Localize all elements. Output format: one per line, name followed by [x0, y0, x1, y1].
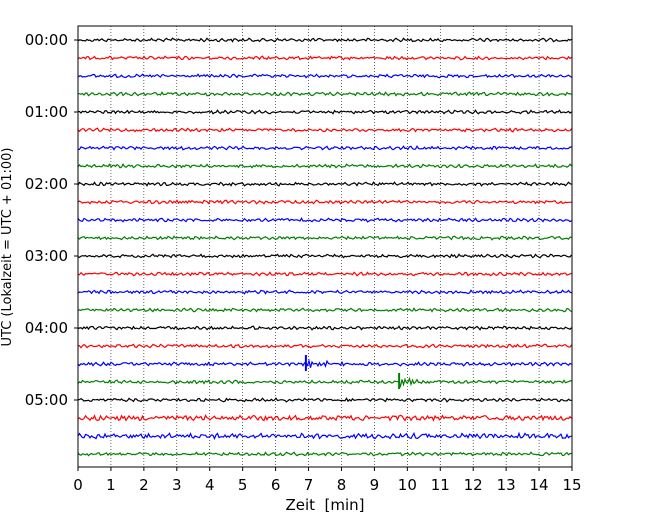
trace-0445: [77, 376, 572, 389]
trace-0045: [78, 91, 572, 97]
plot-frame: [77, 25, 573, 468]
trace-0100: [77, 109, 572, 115]
y-axis-ticks: 00:00 01:00 02:00 03:00 04:00 05:00: [25, 31, 78, 409]
trace-0430: [77, 358, 572, 368]
y-tick-label: 05:00: [25, 391, 68, 409]
x-tick-label: 15: [562, 476, 581, 494]
trace-0230: [77, 217, 572, 223]
trace-0330: [77, 289, 572, 295]
x-tick-label: 9: [370, 476, 380, 494]
y-tick-label: 04:00: [25, 319, 68, 337]
trace-0415: [77, 343, 572, 349]
grid-lines: [110, 26, 540, 467]
trace-0130: [77, 145, 572, 151]
trace-0400: [77, 325, 572, 331]
x-axis-label: Zeit [min]: [285, 496, 364, 514]
trace-0345: [77, 307, 572, 313]
x-tick-label: 14: [530, 476, 549, 494]
trace-0245: [77, 235, 572, 241]
trace-0030: [77, 73, 572, 79]
trace-0500: [77, 397, 572, 403]
trace-0000: [77, 37, 572, 43]
x-tick-label: 1: [106, 476, 116, 494]
trace-0515: [77, 414, 572, 422]
x-tick-label: 10: [398, 476, 417, 494]
x-tick-label: 11: [431, 476, 450, 494]
trace-0300: [77, 253, 572, 259]
x-tick-label: 2: [139, 476, 149, 494]
x-tick-label: 3: [172, 476, 182, 494]
seismogram-traces: [77, 37, 572, 457]
y-tick-label: 02:00: [25, 175, 68, 193]
y-tick-label: 03:00: [25, 247, 68, 265]
x-tick-label: 5: [238, 476, 248, 494]
trace-0530: [77, 431, 572, 440]
trace-0200: [77, 181, 572, 187]
x-axis-ticks: 0 1 2 3 4 5 6 7 8 9 10 11 12 13 14 15: [73, 467, 582, 494]
x-tick-label: 12: [464, 476, 483, 494]
trace-0015: [77, 55, 572, 61]
trace-0115: [77, 127, 572, 133]
y-axis-label: UTC (Lokalzeit = UTC + 01:00): [0, 148, 15, 347]
trace-0545: [77, 451, 572, 457]
x-tick-label: 8: [337, 476, 347, 494]
y-tick-label: 00:00: [25, 31, 68, 49]
trace-0315: [77, 271, 572, 277]
y-tick-label: 01:00: [25, 103, 68, 121]
x-tick-label: 4: [205, 476, 215, 494]
trace-0215: [77, 199, 572, 205]
x-tick-label: 7: [304, 476, 314, 494]
x-tick-label: 0: [73, 476, 83, 494]
x-tick-label: 13: [497, 476, 516, 494]
trace-0145: [77, 163, 572, 169]
x-tick-label: 6: [271, 476, 281, 494]
